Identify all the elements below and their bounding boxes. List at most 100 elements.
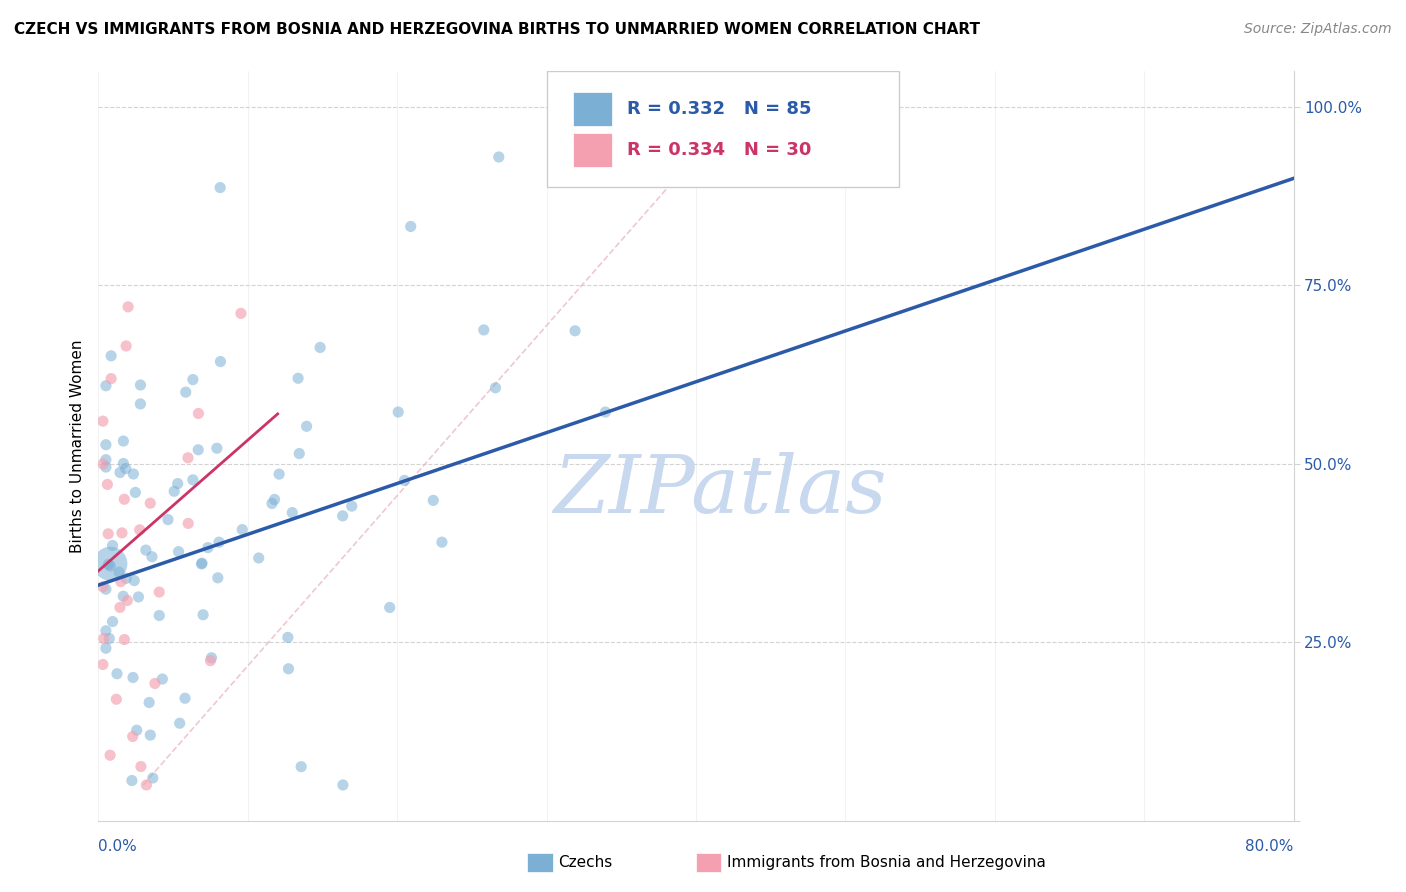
- Point: [143, 676, 166, 690]
- Point: [129, 397, 152, 411]
- Point: [260, 496, 283, 510]
- Text: ZIPatlas: ZIPatlas: [553, 452, 887, 530]
- Point: [290, 759, 312, 773]
- Point: [122, 574, 145, 588]
- Point: [101, 615, 124, 629]
- Text: R = 0.332   N = 85: R = 0.332 N = 85: [627, 100, 811, 119]
- Point: [128, 523, 150, 537]
- Point: [229, 306, 252, 320]
- Point: [108, 565, 131, 579]
- Point: [430, 535, 453, 549]
- Point: [97, 558, 120, 572]
- Point: [181, 373, 204, 387]
- Text: 80.0%: 80.0%: [1246, 839, 1294, 855]
- FancyBboxPatch shape: [547, 71, 900, 187]
- Point: [200, 654, 222, 668]
- Point: [208, 535, 231, 549]
- Point: [472, 323, 495, 337]
- Point: [191, 607, 214, 622]
- Point: [231, 523, 253, 537]
- Point: [94, 460, 117, 475]
- Point: [277, 662, 299, 676]
- Point: [98, 748, 121, 763]
- Point: [98, 557, 122, 571]
- Point: [163, 484, 186, 499]
- Point: [394, 474, 416, 488]
- Point: [112, 589, 135, 603]
- Point: [115, 339, 138, 353]
- Point: [156, 513, 179, 527]
- Point: [288, 446, 311, 460]
- Point: [247, 551, 270, 566]
- Point: [125, 723, 148, 738]
- Point: [181, 473, 204, 487]
- Point: [174, 691, 197, 706]
- Point: [129, 378, 152, 392]
- Point: [127, 590, 149, 604]
- Point: [209, 180, 232, 194]
- Point: [96, 477, 118, 491]
- Text: Source: ZipAtlas.com: Source: ZipAtlas.com: [1244, 22, 1392, 37]
- Bar: [572, 93, 613, 126]
- Point: [422, 493, 444, 508]
- Point: [91, 414, 114, 428]
- Point: [100, 371, 122, 385]
- Point: [122, 671, 145, 685]
- Point: [277, 631, 299, 645]
- Point: [108, 466, 131, 480]
- Point: [122, 467, 145, 481]
- Point: [138, 696, 160, 710]
- Bar: [572, 133, 613, 167]
- Point: [191, 556, 214, 570]
- Point: [263, 492, 285, 507]
- Point: [399, 219, 422, 234]
- Point: [98, 632, 121, 646]
- Point: [94, 438, 117, 452]
- Point: [187, 407, 209, 421]
- Point: [108, 600, 131, 615]
- Point: [98, 559, 121, 574]
- Point: [332, 778, 354, 792]
- Point: [281, 506, 304, 520]
- Point: [190, 557, 212, 571]
- Point: [111, 525, 134, 540]
- Point: [135, 543, 157, 558]
- Point: [94, 378, 117, 392]
- Point: [207, 571, 229, 585]
- Point: [105, 692, 128, 706]
- Point: [169, 716, 191, 731]
- Point: [205, 442, 228, 456]
- Point: [166, 476, 188, 491]
- Text: Czechs: Czechs: [558, 855, 613, 870]
- Point: [117, 300, 139, 314]
- Point: [97, 526, 120, 541]
- Point: [148, 608, 170, 623]
- Point: [94, 582, 117, 597]
- Text: Immigrants from Bosnia and Herzegovina: Immigrants from Bosnia and Herzegovina: [727, 855, 1046, 870]
- Point: [595, 405, 617, 419]
- Point: [91, 580, 114, 594]
- Point: [295, 419, 318, 434]
- Point: [209, 354, 232, 368]
- Point: [114, 461, 136, 475]
- Point: [378, 600, 401, 615]
- Point: [332, 508, 354, 523]
- Point: [94, 641, 117, 656]
- Point: [197, 541, 219, 555]
- Text: CZECH VS IMMIGRANTS FROM BOSNIA AND HERZEGOVINA BIRTHS TO UNMARRIED WOMEN CORREL: CZECH VS IMMIGRANTS FROM BOSNIA AND HERZ…: [14, 22, 980, 37]
- Point: [287, 371, 309, 385]
- Point: [121, 773, 143, 788]
- Point: [100, 349, 122, 363]
- Point: [309, 341, 332, 355]
- Point: [141, 549, 163, 564]
- Point: [187, 442, 209, 457]
- Point: [167, 544, 190, 558]
- Point: [200, 650, 222, 665]
- Point: [117, 593, 139, 607]
- Point: [124, 485, 146, 500]
- Point: [94, 624, 117, 638]
- Point: [177, 450, 200, 465]
- Point: [387, 405, 409, 419]
- Point: [112, 492, 135, 507]
- Point: [564, 324, 586, 338]
